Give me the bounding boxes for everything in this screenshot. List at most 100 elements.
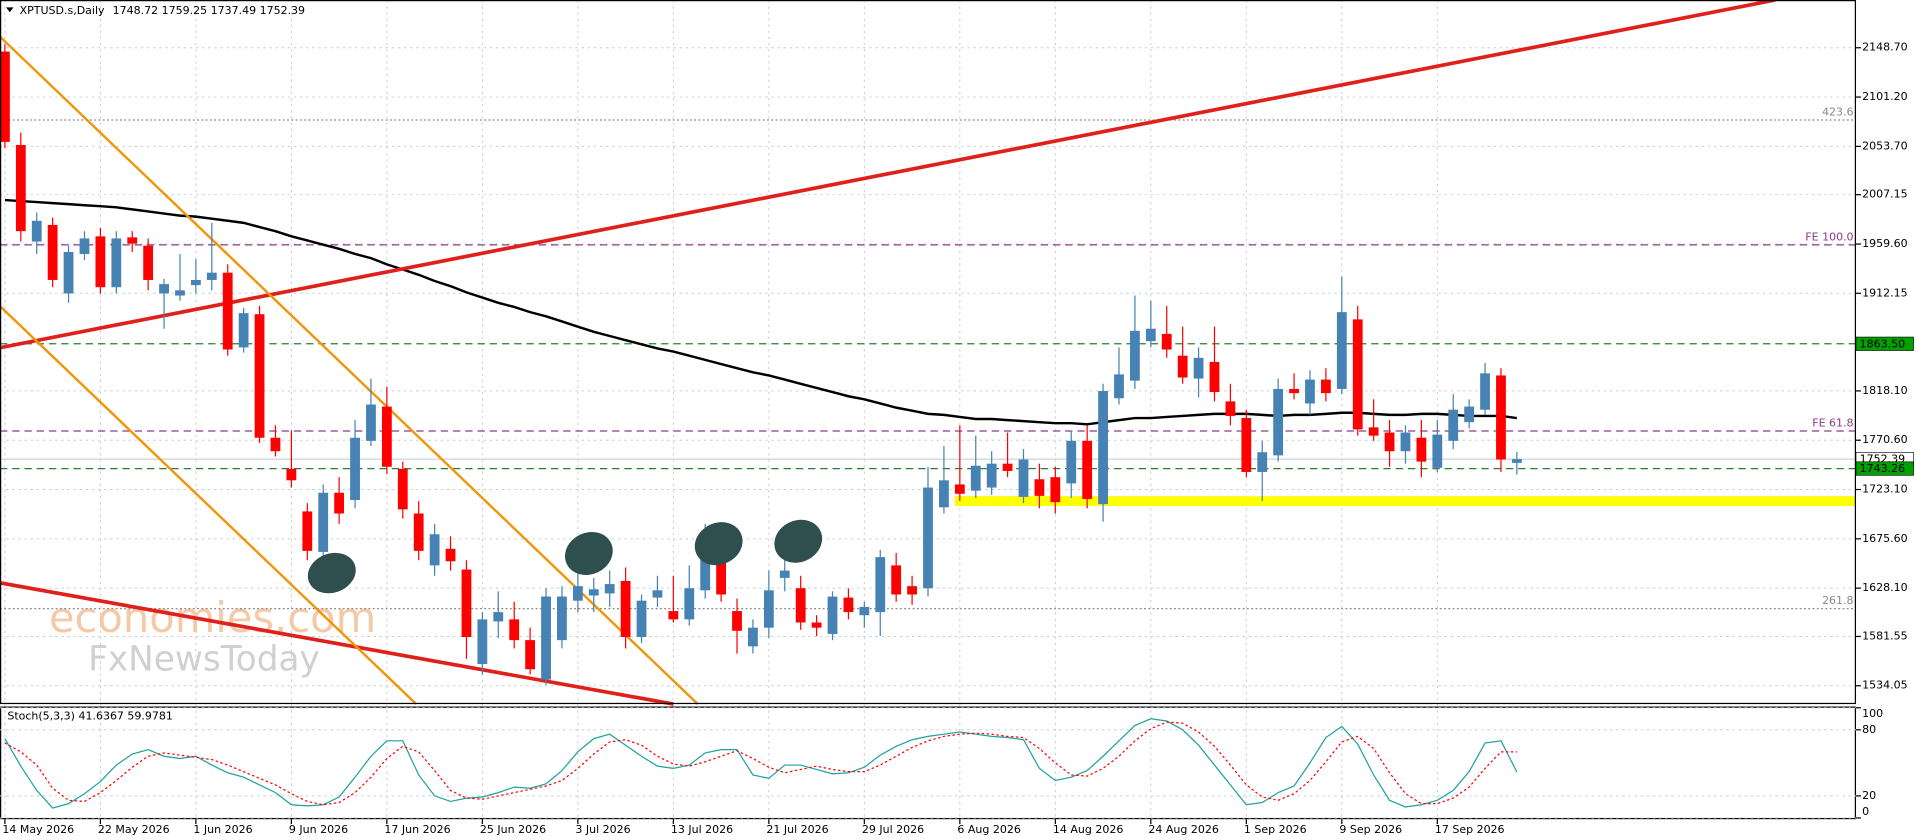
- x-tick-label: 1 Sep 2026: [1244, 823, 1307, 836]
- candle-body: [238, 313, 249, 348]
- y-tick-label: 1912.15: [1862, 286, 1907, 299]
- watermark: FxNewsToday: [88, 640, 320, 680]
- candle-body: [1161, 333, 1172, 350]
- stochastic-line: [4, 718, 1518, 809]
- candle-body: [557, 596, 567, 641]
- y-tick-label: 2007.15: [1862, 188, 1907, 201]
- y-tick-label: 0: [1862, 805, 1869, 818]
- indicator-title: Stoch(5,3,3) 41.6367 59.9781: [7, 709, 173, 722]
- candle-body: [1320, 379, 1331, 394]
- candle-body: [827, 596, 838, 634]
- candle-body: [302, 511, 313, 551]
- y-tick-label: 20: [1862, 789, 1876, 802]
- candle-body: [1289, 388, 1299, 394]
- annotation-ellipse: [774, 519, 823, 563]
- candle-body: [907, 586, 917, 595]
- candle-body: [222, 272, 233, 350]
- candle-body: [1305, 379, 1315, 404]
- candle-body: [1416, 437, 1427, 462]
- candle-body: [477, 619, 488, 665]
- candle-body: [1082, 440, 1093, 499]
- candle-body: [1098, 391, 1108, 505]
- candle-body: [891, 565, 902, 595]
- x-tick-label: 14 Aug 2026: [1053, 823, 1123, 836]
- candle-body: [939, 480, 949, 508]
- annotation-ellipse: [694, 522, 743, 566]
- candle-body: [95, 236, 106, 288]
- price-tag-label: 1863.50: [1860, 337, 1905, 350]
- candle-body: [525, 640, 536, 670]
- candle-body: [1480, 373, 1490, 410]
- x-tick-label: 17 Jun 2026: [384, 823, 450, 836]
- x-tick-label: 21 Jul 2026: [766, 823, 828, 836]
- candle-body: [954, 484, 965, 494]
- candle-body: [334, 492, 345, 514]
- candle-body: [1177, 355, 1188, 378]
- candle-body: [1336, 312, 1347, 389]
- candle-body: [270, 437, 281, 452]
- x-tick-label: 29 Jul 2026: [862, 823, 924, 836]
- candle-body: [604, 584, 615, 594]
- candle-body: [461, 569, 472, 638]
- x-tick-label: 9 Sep 2026: [1339, 823, 1402, 836]
- x-tick-label: 24 Aug 2026: [1148, 823, 1218, 836]
- candle-body: [668, 611, 679, 620]
- x-tick-label: 1 Jun 2026: [193, 823, 252, 836]
- y-tick-label: 2101.20: [1862, 90, 1907, 103]
- trend-line: [0, 581, 674, 706]
- candle-body: [413, 513, 424, 551]
- x-tick-label: 9 Jun 2026: [289, 823, 348, 836]
- y-tick-label: 2053.70: [1862, 139, 1907, 152]
- candle-body: [843, 597, 854, 613]
- candle-body: [190, 279, 201, 286]
- candle-body: [397, 468, 408, 510]
- level-label: 423.6: [1822, 106, 1853, 119]
- y-tick-label: 1959.60: [1862, 237, 1907, 250]
- y-tick-label: 1818.10: [1862, 384, 1907, 397]
- symbol: XPTUSD.s,Daily: [20, 4, 105, 17]
- candle-body: [1448, 409, 1459, 441]
- candle-body: [1432, 434, 1443, 468]
- y-tick-label: 1770.60: [1862, 433, 1907, 446]
- candle-body: [763, 590, 774, 628]
- candle-body: [1002, 463, 1013, 471]
- candle-body: [206, 272, 217, 280]
- candle-body: [1209, 361, 1220, 393]
- candle-body: [0, 51, 10, 142]
- candle-body: [572, 586, 583, 601]
- candle-body: [1511, 459, 1522, 463]
- candle-body: [445, 548, 456, 562]
- channel-line: [0, 305, 418, 705]
- candle-body: [1400, 432, 1411, 452]
- candle-body: [111, 238, 122, 288]
- y-tick-label: 1723.10: [1862, 483, 1907, 496]
- candle-body: [923, 487, 933, 589]
- candle-body: [15, 145, 26, 232]
- candle-body: [127, 237, 138, 244]
- candle-body: [652, 590, 663, 598]
- candle-body: [1496, 375, 1506, 460]
- candle-body: [1050, 477, 1061, 503]
- candle-body: [1193, 357, 1204, 379]
- y-tick-label: 1534.05: [1862, 679, 1907, 692]
- main-panel-frame: [0, 0, 1857, 705]
- x-tick-label: 13 Jul 2026: [671, 823, 733, 836]
- trend-line: [0, 0, 1776, 350]
- candle-body: [254, 314, 265, 438]
- candle-body: [1464, 406, 1475, 423]
- candle-body: [700, 536, 711, 591]
- level-label: FE 61.8: [1812, 417, 1853, 430]
- candle-body: [31, 220, 42, 242]
- candle-body: [1257, 452, 1268, 472]
- price-tag-label: 1743.26: [1860, 462, 1905, 475]
- candle-body: [381, 406, 392, 467]
- support-zone: [954, 496, 1857, 506]
- candle-body: [684, 588, 695, 620]
- y-tick-label: 80: [1862, 723, 1876, 736]
- y-tick-label: 1675.60: [1862, 532, 1907, 545]
- candle-body: [588, 589, 599, 596]
- candle-body: [1034, 479, 1045, 496]
- moving-average-line: [4, 198, 1518, 426]
